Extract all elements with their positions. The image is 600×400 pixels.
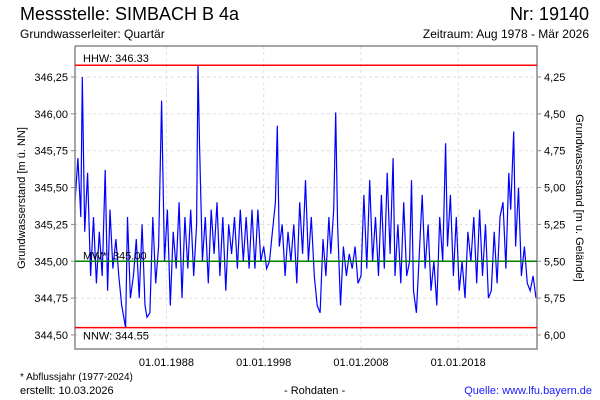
period-label: Zeitraum: Aug 1978 - Mär 2026 — [422, 27, 589, 41]
y-tick-label: 344,75 — [34, 293, 68, 305]
y-tick-label: 345,25 — [34, 219, 68, 231]
reference-lines: HHW: 346.33 MW*: 345.00 NNW: 344.55 — [75, 53, 537, 343]
data-type-label: - Rohdaten - — [284, 385, 346, 397]
y-tick-label: 346,25 — [34, 72, 68, 84]
station-number: Nr: 19140 — [509, 4, 589, 24]
created-date: erstellt: 10.03.2026 — [20, 385, 114, 397]
y2-tick-label: 5,00 — [544, 183, 565, 195]
y2-tick-label: 5,50 — [544, 256, 565, 268]
station-title: Messstelle: SIMBACH B 4a — [20, 4, 240, 24]
y-axis-label: Grundwasserstand [m ü. NN] — [16, 127, 28, 269]
y2-tick-label: 4,75 — [544, 146, 565, 158]
y2-tick-label: 6,00 — [544, 330, 565, 342]
ref-label-hhw: HHW: 346.33 — [83, 53, 149, 65]
y2-tick-label: 5,25 — [544, 219, 565, 231]
y2-tick-label: 5,75 — [544, 293, 565, 305]
y2-axis-label: Grundwasserstand [m u. Gelände] — [573, 114, 585, 282]
x-tick-label: 01.01.1988 — [139, 357, 194, 369]
footnote: * Abflussjahr (1977-2024) — [20, 372, 133, 383]
source-link[interactable]: Quelle: www.lfu.bayern.de — [464, 385, 592, 397]
y2-tick-label: 4,25 — [544, 72, 565, 84]
series-line-groundwater — [74, 65, 537, 328]
x-tick-label: 01.01.2008 — [333, 357, 388, 369]
x-tick-label: 01.01.1998 — [236, 357, 291, 369]
y-tick-label: 344,50 — [34, 330, 68, 342]
x-tick-label: 01.01.2018 — [431, 357, 486, 369]
y-tick-label: 346,00 — [34, 109, 68, 121]
y2-tick-label: 4,50 — [544, 109, 565, 121]
y-tick-label: 345,75 — [34, 146, 68, 158]
axes: 344,50 344,75 345,00 345,25 345,50 345,75 346,… — [34, 45, 565, 369]
y-tick-label: 345,00 — [34, 256, 68, 268]
aquifer-label: Grundwasserleiter: Quartär — [20, 27, 165, 41]
y-tick-label: 345,50 — [34, 183, 68, 195]
ref-label-mw: MW*: 345.00 — [83, 250, 147, 262]
ref-label-nnw: NNW: 344.55 — [83, 331, 149, 343]
plot-frame — [74, 45, 538, 350]
